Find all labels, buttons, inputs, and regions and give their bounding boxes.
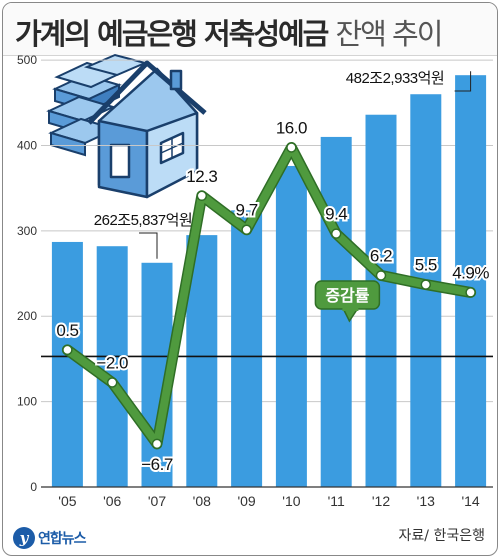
bar — [231, 210, 263, 487]
x-tick-label: '08 — [193, 493, 211, 509]
y-tick-label: 400 — [17, 138, 37, 152]
growth-value-label: 4.9% — [452, 263, 489, 282]
source-note: 자료/ 한국은행 — [398, 528, 485, 544]
house-money-illustration — [46, 53, 207, 199]
chart-title: 가계의 예금은행 저축성예금 잔액 추이 — [15, 11, 443, 53]
y-tick-label: 300 — [17, 224, 37, 238]
bar-annotation-text: 262조5,837억원 — [94, 212, 192, 229]
growth-point — [465, 287, 476, 298]
title-main: 가계의 예금은행 저축성예금 — [15, 17, 329, 51]
x-tick-label: '09 — [237, 493, 255, 509]
x-tick-label: '13 — [417, 493, 435, 509]
series-name-bubble-joint — [342, 305, 359, 311]
growth-line — [63, 143, 475, 448]
growth-value-label: −6.7 — [141, 455, 173, 474]
axis-layer: 0 100 200 300 400 500 '05 '06 '07 '08 '09 '10 '11 '12… — [17, 53, 493, 509]
bar — [275, 165, 307, 487]
growth-value-label: 0.5 — [56, 321, 78, 340]
x-tick-label: '05 — [58, 493, 76, 509]
growth-value-label: 12.3 — [186, 167, 217, 186]
growth-value-label: 16.0 — [276, 118, 307, 137]
growth-value-label: 5.5 — [415, 256, 437, 275]
money-stack-icon — [46, 53, 149, 157]
x-tick-label: '10 — [282, 493, 300, 509]
bar — [51, 241, 83, 487]
bar — [455, 75, 487, 487]
yonhap-logo-mark: y — [13, 527, 35, 549]
x-tick-label: '06 — [103, 493, 121, 509]
annotation-layer: 262조5,837억원 482조2,933억원 — [94, 70, 472, 259]
y-tick-label: 500 — [17, 53, 37, 67]
x-tick-label: '12 — [372, 493, 390, 509]
growth-point — [151, 438, 163, 450]
growth-point — [106, 377, 118, 388]
growth-point — [241, 224, 252, 235]
growth-point — [330, 228, 342, 239]
growth-point — [62, 344, 73, 356]
x-tick-label: '14 — [461, 493, 479, 509]
growth-point — [420, 279, 432, 290]
annotation-leader — [454, 71, 472, 92]
bar-annotation-text: 482조2,933억원 — [346, 70, 444, 87]
title-subtitle: 잔액 추이 — [335, 17, 443, 51]
growth-point — [286, 142, 297, 153]
chart-svg: 0 100 200 300 400 500 '05 '06 '07 '08 '09 '10 '11 '12… — [17, 53, 493, 509]
growth-value-label: 6.2 — [370, 246, 392, 265]
y-tick-label: 100 — [17, 395, 37, 409]
growth-point — [375, 270, 387, 281]
growth-point — [196, 190, 208, 202]
growth-value-label: −2.0 — [96, 354, 128, 373]
y-tick-label: 200 — [17, 309, 37, 323]
annotation-leader — [139, 232, 158, 259]
house-icon — [87, 60, 207, 199]
series-name-label: 증감률 — [325, 286, 369, 305]
growth-line-layer: 0.5 −2.0 −6.7 12.3 9.7 16.0 9.4 6.2 5.5 4.9% 증감률 — [41, 116, 493, 476]
growth-value-label: 9.4 — [325, 205, 347, 224]
bar — [96, 246, 128, 487]
x-tick-label: '07 — [148, 493, 166, 509]
y-tick-label: 0 — [30, 480, 37, 494]
yonhap-logo: y 연합뉴스 — [13, 527, 87, 549]
growth-value-label: 9.7 — [236, 201, 258, 220]
x-tick-label: '11 — [328, 493, 345, 509]
title-bar: 가계의 예금은행 저축성예금 잔액 추이 — [3, 3, 497, 56]
yonhap-logo-text: 연합뉴스 — [38, 531, 87, 547]
